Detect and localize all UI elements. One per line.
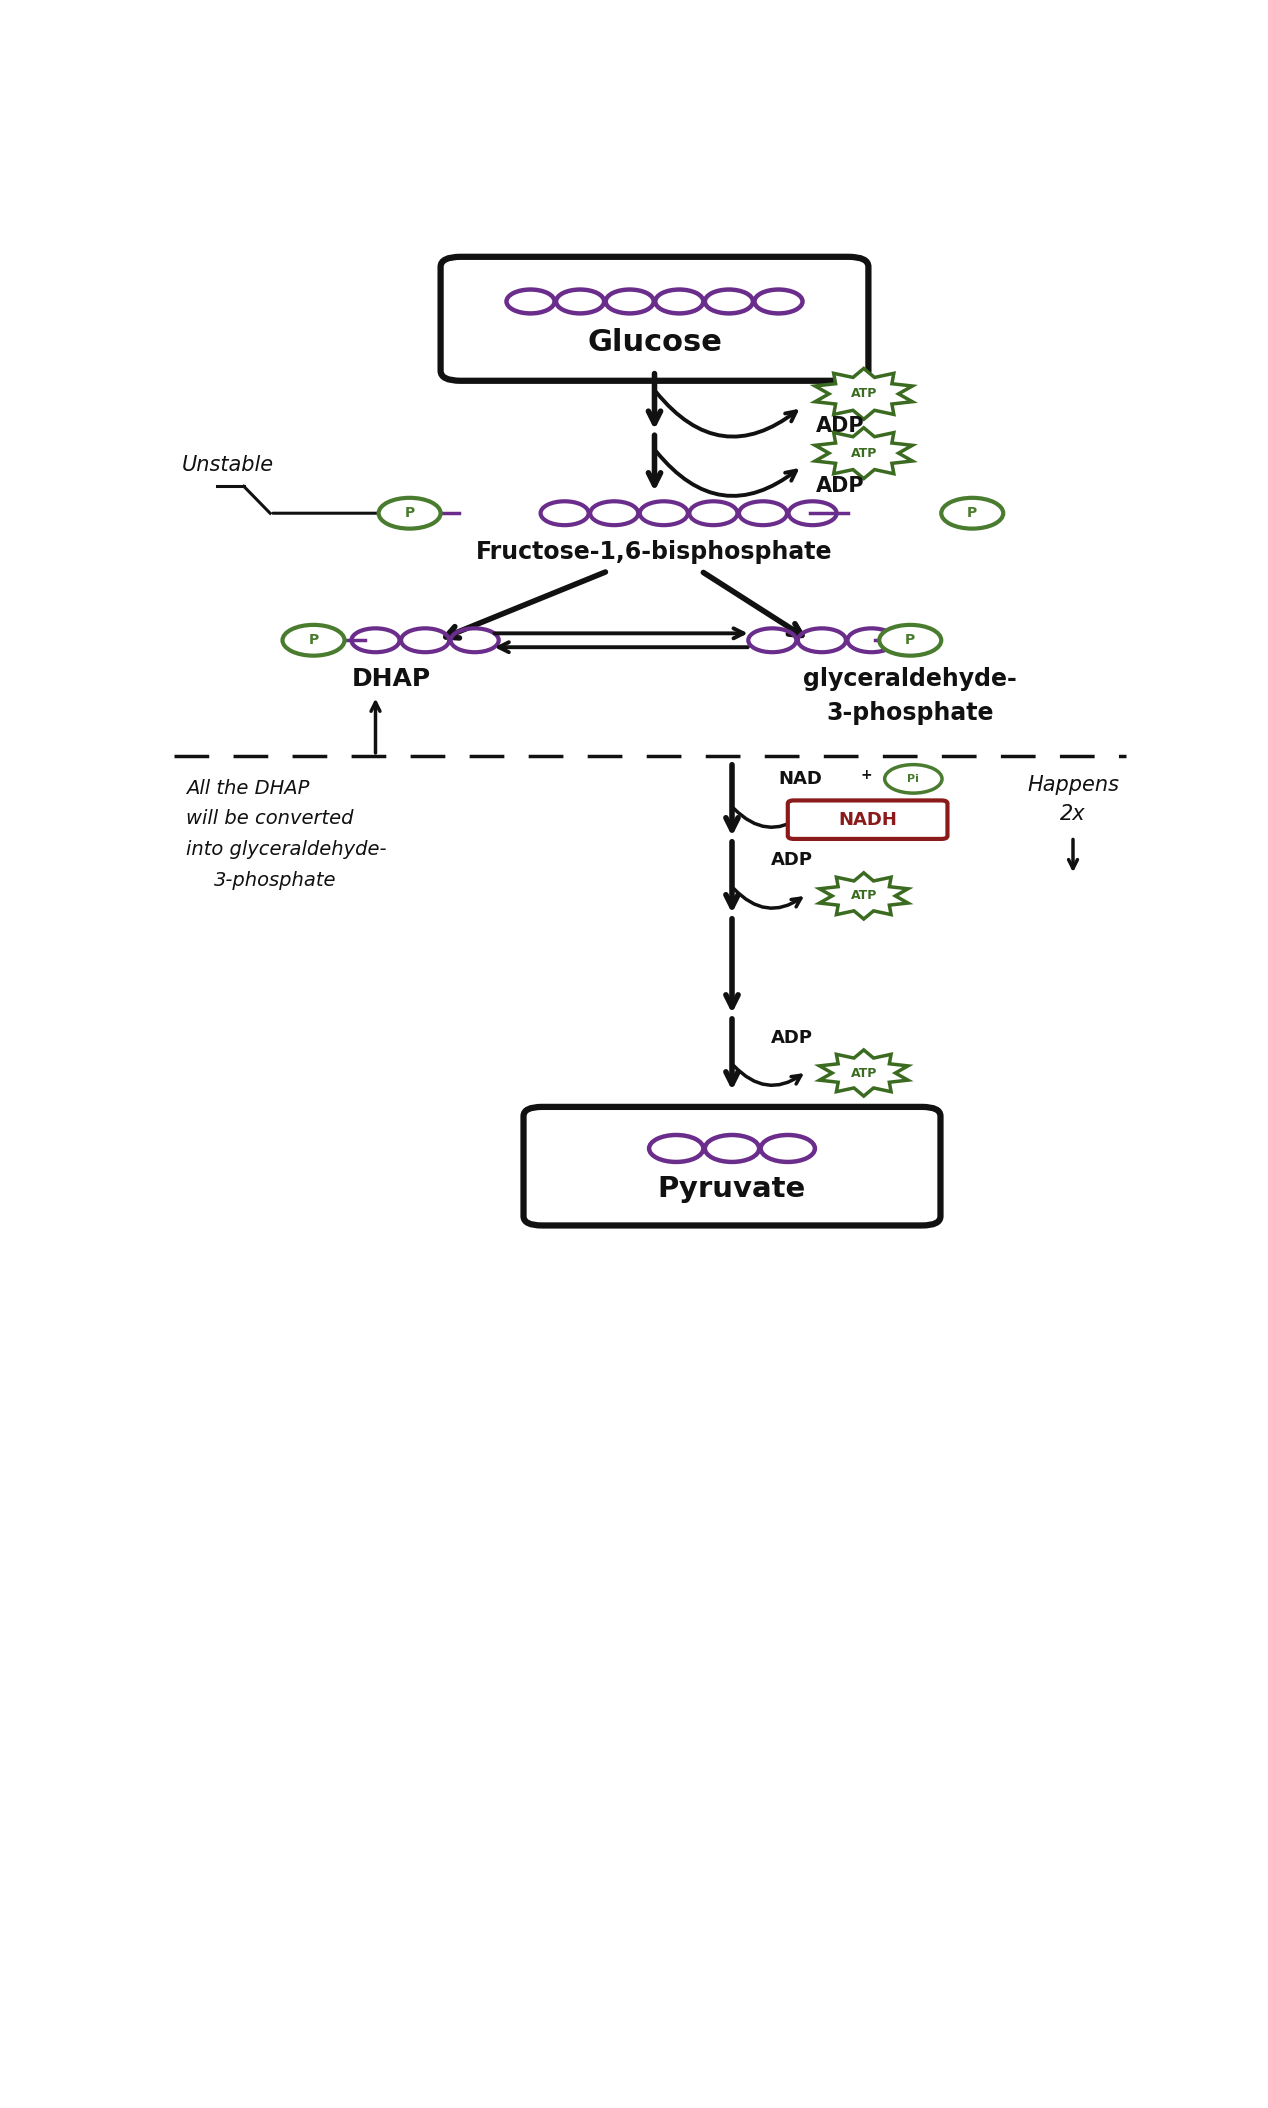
Text: ATP: ATP	[851, 388, 877, 401]
Circle shape	[879, 624, 941, 656]
Text: P: P	[905, 632, 915, 647]
Text: ADP: ADP	[771, 852, 813, 868]
FancyBboxPatch shape	[787, 801, 947, 839]
Polygon shape	[819, 873, 908, 919]
Text: ATP: ATP	[851, 447, 877, 460]
Polygon shape	[815, 369, 913, 419]
Text: P: P	[308, 632, 318, 647]
Circle shape	[885, 765, 942, 793]
Text: Unstable: Unstable	[181, 455, 274, 476]
Text: 3-phosphate: 3-phosphate	[827, 702, 994, 725]
Polygon shape	[819, 1050, 908, 1096]
Text: 3-phosphate: 3-phosphate	[214, 871, 337, 890]
Text: NAD: NAD	[779, 769, 823, 788]
Text: Glucose: Glucose	[587, 327, 721, 356]
FancyBboxPatch shape	[440, 257, 869, 382]
Text: P: P	[967, 506, 978, 521]
Text: ADP: ADP	[817, 415, 865, 436]
Circle shape	[283, 624, 345, 656]
Polygon shape	[815, 428, 913, 479]
Text: Fructose-1,6-bisphosphate: Fructose-1,6-bisphosphate	[477, 540, 833, 563]
Circle shape	[941, 497, 1003, 529]
Text: All the DHAP: All the DHAP	[186, 778, 309, 797]
Text: ADP: ADP	[817, 476, 865, 495]
Text: ATP: ATP	[851, 1067, 877, 1079]
Text: +: +	[861, 767, 872, 782]
Text: Pi: Pi	[908, 774, 919, 784]
Text: into glyceraldehyde-: into glyceraldehyde-	[186, 841, 387, 860]
Text: ATP: ATP	[851, 890, 877, 902]
Text: Happens: Happens	[1027, 776, 1118, 795]
Text: will be converted: will be converted	[186, 809, 354, 828]
Circle shape	[379, 497, 440, 529]
Text: 2x: 2x	[1060, 805, 1085, 824]
Text: P: P	[404, 506, 415, 521]
Text: Pyruvate: Pyruvate	[658, 1176, 806, 1204]
Text: NADH: NADH	[838, 812, 896, 828]
Text: ADP: ADP	[771, 1029, 813, 1046]
Text: DHAP: DHAP	[351, 666, 431, 691]
FancyBboxPatch shape	[524, 1107, 941, 1225]
Text: glyceraldehyde-: glyceraldehyde-	[804, 666, 1017, 691]
